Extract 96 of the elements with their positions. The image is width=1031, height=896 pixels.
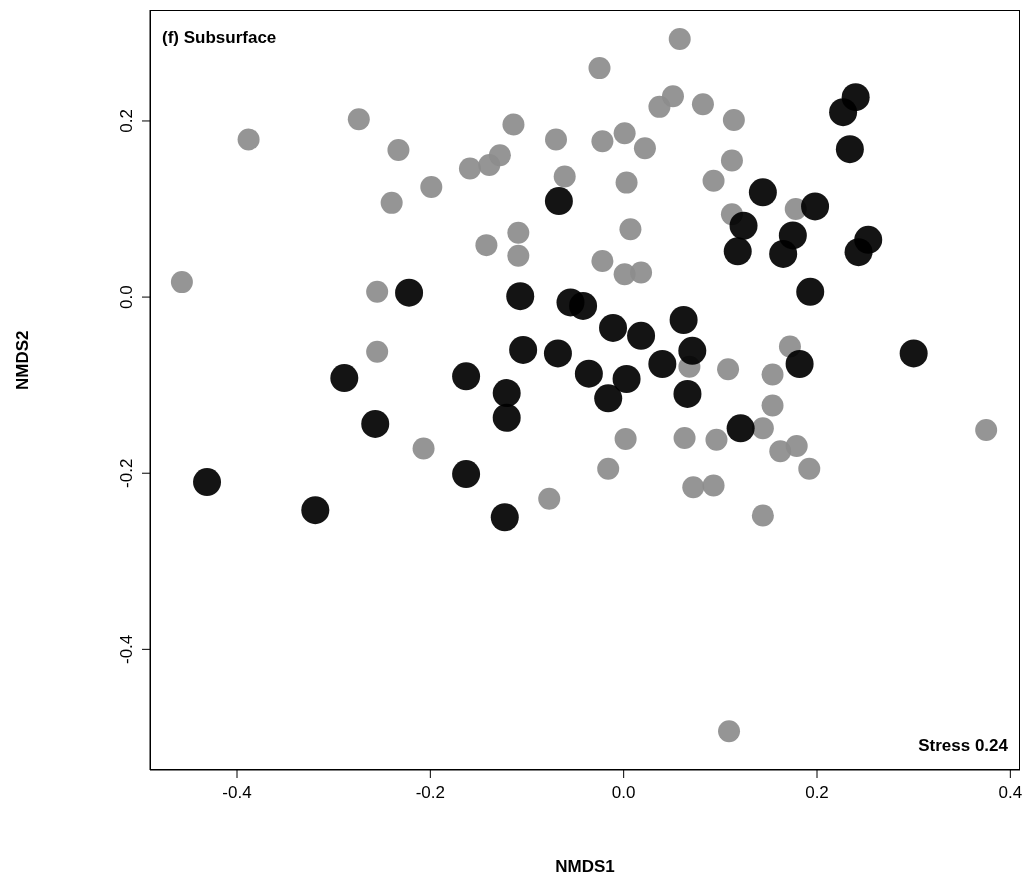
point [591,249,614,272]
point [751,417,774,440]
point [237,128,260,151]
point [682,476,705,499]
point [613,122,636,145]
point [395,278,424,307]
point [553,165,576,188]
point [975,419,998,442]
point [796,277,825,306]
point [854,225,883,254]
point [506,282,535,311]
point [361,409,390,438]
y-axis-title: NMDS2 [13,330,33,390]
point [785,434,808,457]
point [619,218,642,241]
point [380,191,403,214]
point [545,128,567,151]
point [785,350,814,379]
point [490,503,519,532]
point [678,336,707,365]
point [761,394,784,417]
point [630,261,653,284]
point [673,379,702,408]
point [412,437,435,460]
x-tick-label: -0.2 [415,783,445,803]
point [347,108,370,131]
point [387,139,410,162]
x-axis-title: NMDS1 [555,857,615,876]
point [591,130,614,153]
point [648,350,677,379]
y-tick-label: 0.0 [117,285,136,309]
point [673,427,696,449]
point [720,149,743,172]
point [705,428,728,451]
point [507,221,530,244]
point [366,340,389,363]
point [723,237,752,266]
point [718,720,741,743]
point [538,487,561,510]
point [301,496,330,525]
point [778,221,807,250]
point [633,137,656,160]
point [748,178,777,207]
point [599,313,628,342]
point [835,135,864,164]
point [722,109,745,132]
point [669,305,698,334]
y-tick-label: 0.2 [117,109,136,133]
point [475,234,498,257]
point [502,113,525,136]
point [330,364,359,393]
point [729,211,758,240]
point [841,83,870,112]
point [717,358,740,381]
point [661,85,684,108]
point [509,335,538,364]
annotation: Stress 0.24 [918,736,1008,756]
point [492,403,521,432]
point [691,93,714,116]
x-tick-label: 0.4 [998,783,1023,803]
point [751,504,774,527]
point [801,192,830,221]
point [170,271,193,294]
x-tick-label: 0.0 [611,783,636,803]
x-tick-label: -0.4 [222,783,252,803]
point [452,460,481,489]
point [588,57,611,80]
point [761,363,784,386]
point [668,28,691,51]
point [488,144,511,167]
point [702,474,725,497]
point [544,187,573,216]
point [492,379,521,408]
point [458,157,481,180]
point [798,457,821,480]
point [726,414,755,443]
point [543,339,572,368]
x-tick-label: 0.2 [805,783,829,803]
point [420,176,443,199]
y-tick-label: -0.2 [117,458,136,488]
point [594,384,623,413]
point [612,364,641,393]
point [574,359,603,388]
text: (f) Subsurface [162,28,277,48]
point [507,244,530,267]
point [569,291,598,320]
point [452,362,481,391]
point [615,171,638,194]
point [702,169,725,192]
y-tick-label: -0.4 [117,634,136,664]
point [597,457,620,480]
point [614,427,637,450]
point [193,468,222,497]
point [366,280,389,303]
point [627,321,656,350]
point [899,339,928,368]
